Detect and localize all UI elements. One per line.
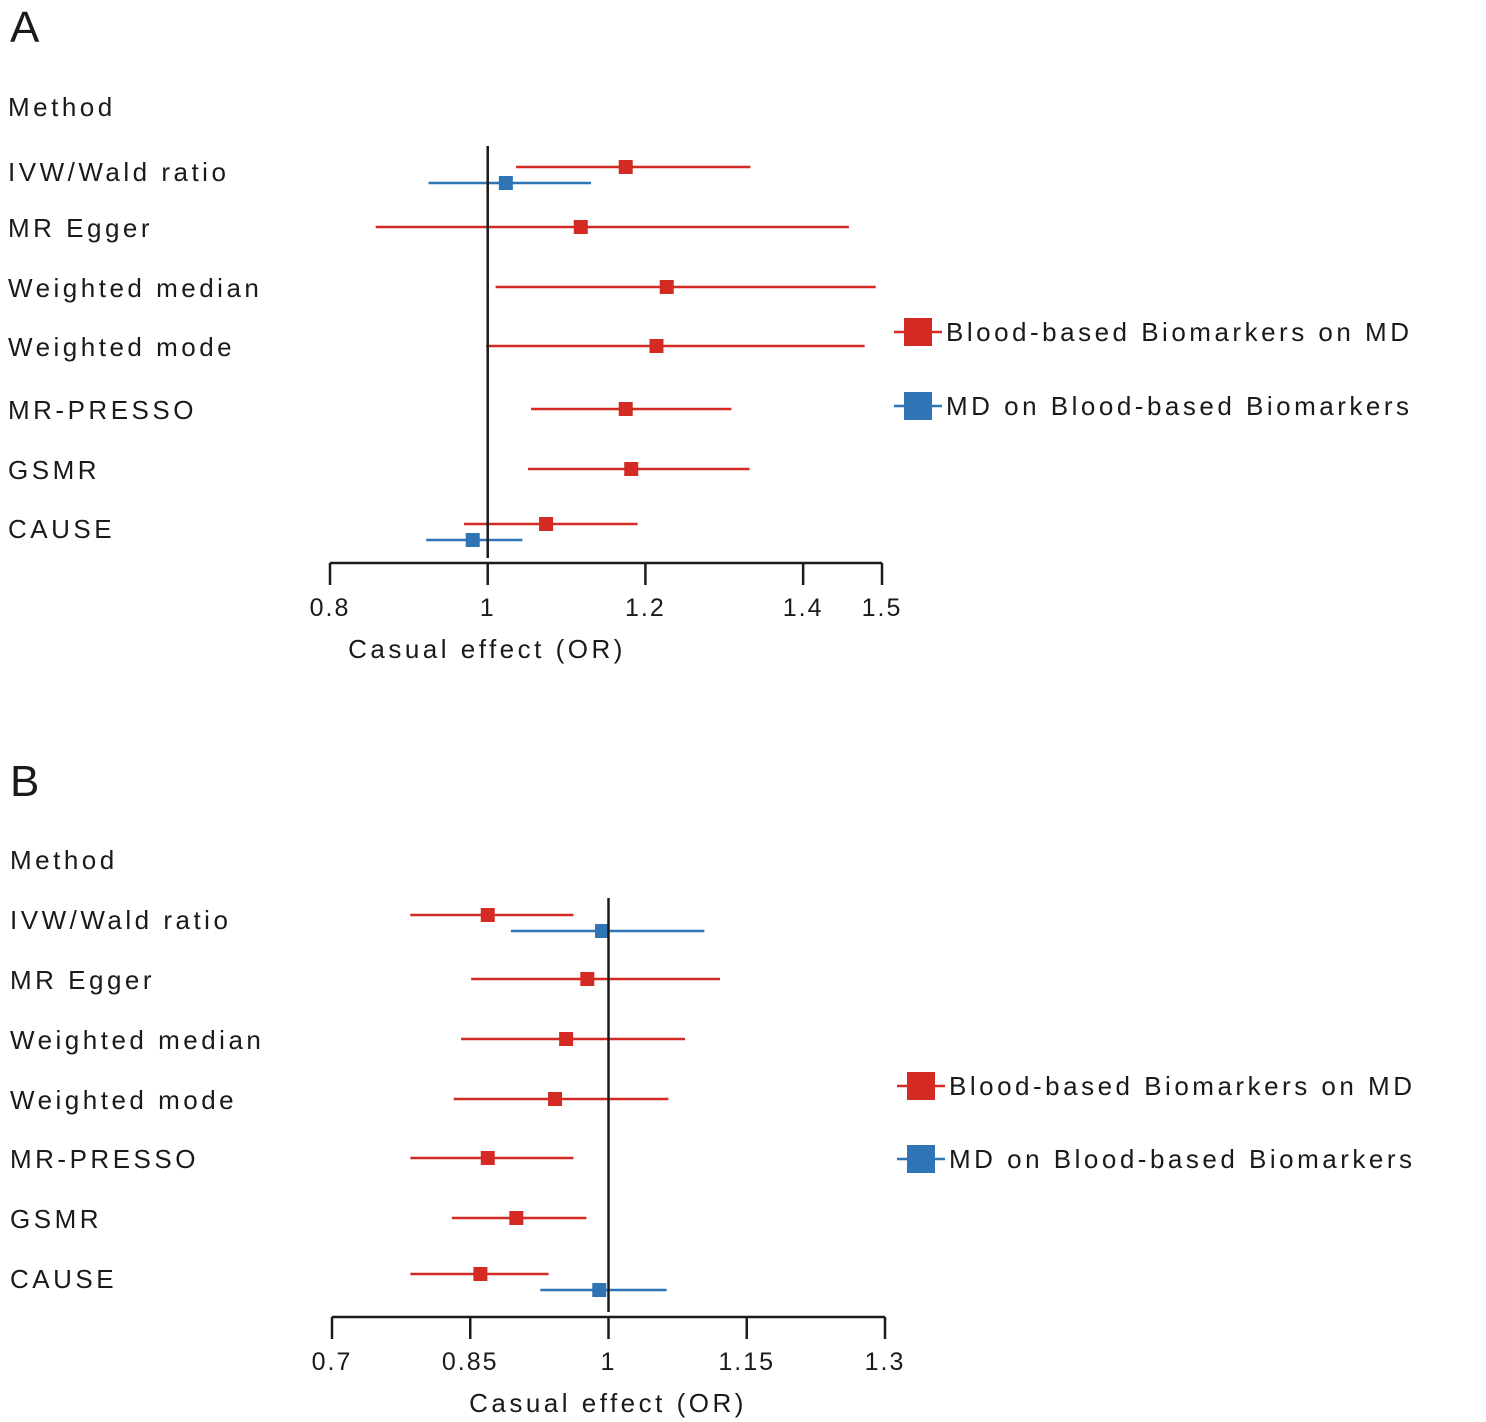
point-estimate-marker xyxy=(559,1032,574,1046)
x-axis-title: Casual effect (OR) xyxy=(469,1388,747,1418)
point-estimate-marker xyxy=(509,1211,524,1225)
legend-label: MD on Blood-based Biomarkers xyxy=(946,391,1413,421)
x-tick-label: 1.5 xyxy=(862,594,903,622)
point-estimate-marker xyxy=(465,533,480,547)
method-label: GSMR xyxy=(8,455,100,485)
method-label: MR-PRESSO xyxy=(10,1144,199,1174)
point-estimate-marker xyxy=(548,1092,563,1106)
method-column-header: Method xyxy=(10,845,118,875)
x-tick-label: 1 xyxy=(601,1348,617,1376)
method-label: IVW/Wald ratio xyxy=(10,905,231,935)
legend-item: MD on Blood-based Biomarkers xyxy=(894,391,1413,421)
x-tick-label: 0.8 xyxy=(310,594,351,622)
method-label: CAUSE xyxy=(10,1264,117,1294)
panel-letter: B xyxy=(10,757,39,806)
method-label: CAUSE xyxy=(8,514,115,544)
point-estimate-marker xyxy=(618,402,633,416)
series-biomarkers-on-md xyxy=(410,908,721,1281)
method-label: MR-PRESSO xyxy=(8,395,197,425)
x-tick-label: 1.2 xyxy=(625,594,666,622)
point-estimate-marker xyxy=(649,339,664,353)
method-label: IVW/Wald ratio xyxy=(8,157,229,187)
x-tick-label: 0.7 xyxy=(312,1348,353,1376)
point-estimate-marker xyxy=(480,908,495,922)
legend-label: MD on Blood-based Biomarkers xyxy=(949,1144,1416,1174)
point-estimate-marker xyxy=(592,1283,607,1297)
method-label: Weighted median xyxy=(8,273,262,303)
method-label: MR Egger xyxy=(8,213,153,243)
x-tick-label: 1.4 xyxy=(783,594,824,622)
series-md-on-biomarkers xyxy=(426,176,592,547)
x-axis-title: Casual effect (OR) xyxy=(348,634,626,664)
legend-item: Blood-based Biomarkers on MD xyxy=(894,317,1413,347)
legend-swatch xyxy=(907,1145,935,1173)
legend-swatch xyxy=(904,392,932,420)
legend-swatch xyxy=(907,1072,935,1100)
method-label: Weighted mode xyxy=(8,332,235,362)
point-estimate-marker xyxy=(595,924,610,938)
legend-swatch xyxy=(904,318,932,346)
point-estimate-marker xyxy=(659,280,674,294)
panel-letter: A xyxy=(10,3,40,52)
legend-item: Blood-based Biomarkers on MD xyxy=(897,1071,1416,1101)
panel-b: B Method IVW/Wald ratio MR Egger Weighted me… xyxy=(10,757,1416,1418)
point-estimate-marker xyxy=(580,972,595,986)
method-label: Weighted mode xyxy=(10,1085,237,1115)
point-estimate-marker xyxy=(473,1267,488,1281)
legend-label: Blood-based Biomarkers on MD xyxy=(946,317,1413,347)
legend-item: MD on Blood-based Biomarkers xyxy=(897,1144,1416,1174)
point-estimate-marker xyxy=(480,1151,495,1165)
panel-a: A Method IVW/Wald ratio MR Egger Weighted me… xyxy=(8,3,1413,664)
point-estimate-marker xyxy=(618,160,633,174)
x-tick-label: 1.15 xyxy=(718,1348,775,1376)
method-label: Weighted median xyxy=(10,1025,264,1055)
method-label: GSMR xyxy=(10,1204,102,1234)
point-estimate-marker xyxy=(624,462,639,476)
x-tick-label: 1.3 xyxy=(865,1348,906,1376)
x-tick-label: 1 xyxy=(480,594,496,622)
point-estimate-marker xyxy=(498,176,513,190)
point-estimate-marker xyxy=(539,517,554,531)
method-label: MR Egger xyxy=(10,965,155,995)
point-estimate-marker xyxy=(573,220,588,234)
method-column-header: Method xyxy=(8,92,116,122)
legend-label: Blood-based Biomarkers on MD xyxy=(949,1071,1416,1101)
series-biomarkers-on-md xyxy=(375,160,876,531)
x-tick-label: 0.85 xyxy=(442,1348,499,1376)
